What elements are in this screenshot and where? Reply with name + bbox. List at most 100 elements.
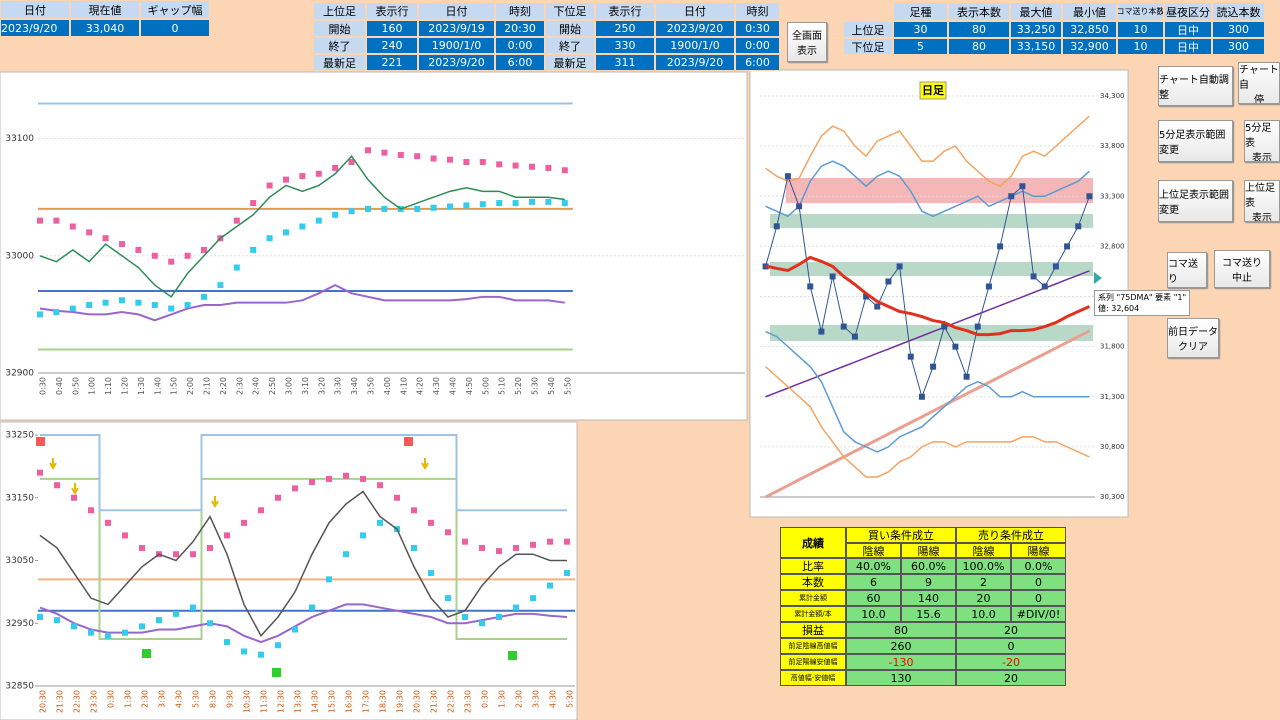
marker xyxy=(292,626,298,633)
marker xyxy=(292,485,298,492)
table-cell: 0:00 xyxy=(495,37,545,54)
button[interactable]: 全画面 表示 xyxy=(787,22,827,62)
marker xyxy=(326,576,332,583)
marker xyxy=(151,252,158,259)
marker xyxy=(414,205,421,212)
x-tick-label: 1:20 xyxy=(121,377,130,395)
header-cell: 陽線 xyxy=(1011,543,1066,558)
marker xyxy=(139,623,145,630)
chart-frame xyxy=(0,71,748,421)
result-cell: 20 xyxy=(956,622,1066,638)
marker xyxy=(173,551,179,558)
marker xyxy=(545,164,552,171)
x-tick-label: 2:10 xyxy=(203,377,212,395)
button[interactable]: チャート自停 xyxy=(1238,62,1280,104)
series-line xyxy=(765,270,1090,398)
y-tick-label: 34,300 xyxy=(1100,92,1125,100)
x-tick-label: 1:30 xyxy=(124,690,133,708)
table-cell: 32,900 xyxy=(1062,38,1117,55)
button[interactable]: 5分足表示範囲変更 xyxy=(1158,120,1233,162)
support-zone xyxy=(770,214,1093,228)
marker xyxy=(275,642,281,649)
x-tick-label: 4:40 xyxy=(449,377,458,395)
table-cell: 10 xyxy=(1117,38,1164,55)
result-cell: 40.0% xyxy=(846,558,901,574)
series-line xyxy=(765,255,1091,337)
y-tick-label: 31,800 xyxy=(1100,343,1125,351)
result-cell: 80 xyxy=(846,622,956,638)
marker xyxy=(326,475,332,482)
header-cell: 最大値 xyxy=(1010,2,1062,21)
marker xyxy=(561,200,568,207)
button[interactable]: 上位足表示範囲変更 xyxy=(1158,180,1233,222)
marker xyxy=(102,299,109,306)
marker xyxy=(139,544,145,551)
button-label: コマ送り xyxy=(1222,258,1262,269)
x-tick-label: 14:30 xyxy=(311,690,320,713)
marker xyxy=(348,208,355,215)
result-cell: 100.0% xyxy=(956,558,1011,574)
x-tick-label: 0:30 xyxy=(39,377,48,395)
header-cell: 表示行 xyxy=(595,2,655,20)
marker xyxy=(428,519,434,526)
button-label: 全画面 xyxy=(792,31,822,42)
header-cell: 陰線 xyxy=(846,543,901,558)
marker xyxy=(513,604,519,611)
x-tick-label: 21:30 xyxy=(56,690,65,713)
table-cell: 0:30 xyxy=(735,20,780,37)
marker xyxy=(88,629,94,636)
marker xyxy=(173,610,179,617)
signal-box xyxy=(404,437,413,446)
x-tick-label: 15:30 xyxy=(328,690,337,713)
marker xyxy=(394,494,400,501)
marker xyxy=(275,494,281,501)
button-label: 上位足表 xyxy=(1245,182,1275,209)
table-cell: 6:00 xyxy=(495,54,545,71)
row-label: 前足陰線高値幅 xyxy=(780,638,846,654)
y-tick-label: 33000 xyxy=(5,251,34,261)
marker xyxy=(135,246,142,253)
x-tick-label: 2:50 xyxy=(268,377,277,395)
table-cell: 30 xyxy=(893,21,948,38)
row-label: 本数 xyxy=(780,574,846,590)
marker xyxy=(332,211,339,218)
marker xyxy=(201,246,207,253)
x-tick-label: 5:30 xyxy=(531,377,540,395)
button[interactable]: 前日データ クリア xyxy=(1167,318,1219,358)
marker xyxy=(428,570,434,577)
marker xyxy=(71,623,77,630)
marker xyxy=(168,305,175,312)
result-cell: 10.0 xyxy=(956,606,1011,622)
marker xyxy=(37,311,43,318)
x-tick-label: 5:20 xyxy=(514,377,523,395)
table-cell: 300 xyxy=(1212,38,1265,55)
button[interactable]: コマ送り xyxy=(1167,252,1207,288)
table-cell: 32,850 xyxy=(1062,21,1117,38)
x-tick-label: 4:50 xyxy=(465,377,474,395)
table-cell: 33,150 xyxy=(1010,38,1062,55)
header-cell: 下位足 xyxy=(545,2,595,20)
marker xyxy=(365,147,371,154)
marker xyxy=(184,302,191,309)
x-tick-label: 5:50 xyxy=(563,377,572,395)
table-cell: 0:00 xyxy=(735,37,780,54)
button[interactable]: 5分足表 表示 xyxy=(1244,120,1280,162)
marker xyxy=(122,629,128,636)
marker xyxy=(496,200,503,207)
marker xyxy=(447,156,453,163)
y-tick-label: 33250 xyxy=(5,431,34,441)
header-cell: 上位足 xyxy=(313,2,366,20)
marker xyxy=(135,299,142,306)
button[interactable]: コマ送り 中止 xyxy=(1214,250,1270,288)
button[interactable]: 上位足表 表示 xyxy=(1244,180,1280,222)
table-cell: 最新足 xyxy=(313,54,366,71)
marker xyxy=(545,198,552,205)
x-tick-label: 9:30 xyxy=(226,690,235,708)
table-cell: 開始 xyxy=(545,20,595,37)
series-line xyxy=(765,115,1090,188)
button[interactable]: チャート自動調整 xyxy=(1158,66,1233,106)
marker xyxy=(414,153,421,160)
table-cell: 10 xyxy=(1117,21,1164,38)
result-cell: 10.0 xyxy=(846,606,901,622)
marker xyxy=(258,651,264,658)
